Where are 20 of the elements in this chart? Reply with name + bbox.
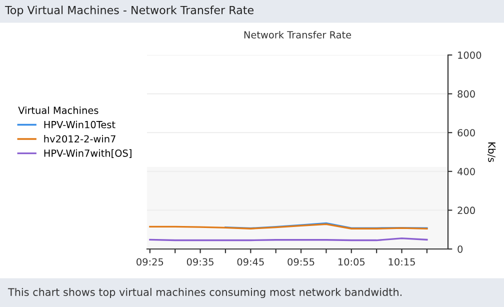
y-axis-title: Kb/s <box>487 142 496 162</box>
y-tick-label: 600 <box>458 129 475 136</box>
x-tick-label: 09:55 <box>288 258 314 266</box>
y-tick-label: 0 <box>458 245 463 253</box>
x-tick-label: 10:05 <box>338 258 365 266</box>
x-tick-label: 09:25 <box>136 258 164 266</box>
x-tick-label: 09:35 <box>186 258 214 266</box>
y-tick-label: 800 <box>458 90 475 98</box>
chart-subtitle: Network Transfer Rate <box>244 30 352 38</box>
y-tick-label: 400 <box>458 168 475 176</box>
legend-label: HPV-Win7with[OS] <box>44 149 132 158</box>
legend-title: Virtual Machines <box>18 106 98 114</box>
legend-label: HPV-Win10Test <box>44 120 116 128</box>
legend-label: hv2012-2-win7 <box>44 135 116 143</box>
chart-title: Top Virtual Machines - Network Transfer Rate <box>4 6 254 16</box>
text: This chart shows top virtual machines consuming most network bandwidth. <box>8 288 402 298</box>
x-tick-label: 10:15 <box>388 258 415 266</box>
x-tick-label: 09:45 <box>237 258 264 266</box>
y-tick-label: 1000 <box>458 51 482 59</box>
y-tick-label: 200 <box>458 206 475 214</box>
